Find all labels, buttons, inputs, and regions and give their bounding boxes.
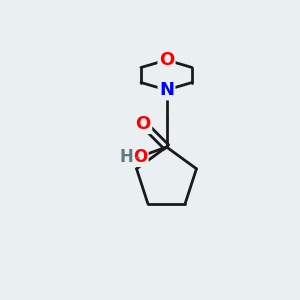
Text: -: -: [134, 150, 140, 165]
Text: O: O: [136, 115, 151, 133]
Text: O: O: [134, 148, 148, 166]
Text: O: O: [159, 51, 174, 69]
Text: N: N: [159, 81, 174, 99]
Text: H: H: [120, 148, 134, 166]
